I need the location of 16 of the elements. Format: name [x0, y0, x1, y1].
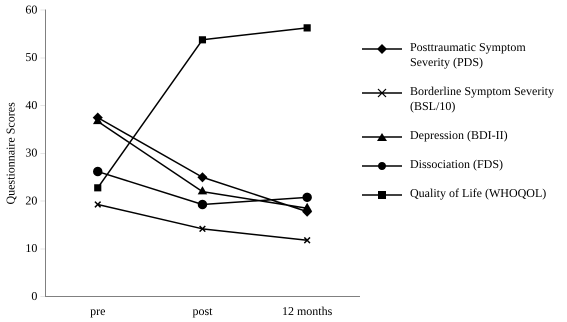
y-axis-title: Questionnaire Scores [3, 102, 18, 205]
y-tick-label: 30 [25, 146, 38, 160]
y-tick-label: 40 [25, 98, 38, 112]
legend-label: Depression (BDI-II) [410, 128, 508, 143]
x-tick-label: 12 months [282, 304, 333, 318]
x-tick-label: pre [90, 304, 106, 318]
y-tick-label: 50 [25, 50, 38, 64]
legend-label: Quality of Life (WHOQOL) [410, 186, 546, 201]
x-tick-label: post [192, 304, 214, 318]
legend-label: Borderline Symptom Severity (BSL/10) [410, 84, 555, 114]
y-tick-label: 20 [25, 193, 38, 208]
y-tick-label: 60 [25, 2, 38, 16]
legend-label: Dissociation (FDS) [410, 157, 503, 172]
y-tick-label: 0 [31, 288, 38, 303]
y-tick-label: 10 [25, 241, 38, 256]
legend-label: Posttraumatic Symptom Severity (PDS) [410, 40, 527, 70]
